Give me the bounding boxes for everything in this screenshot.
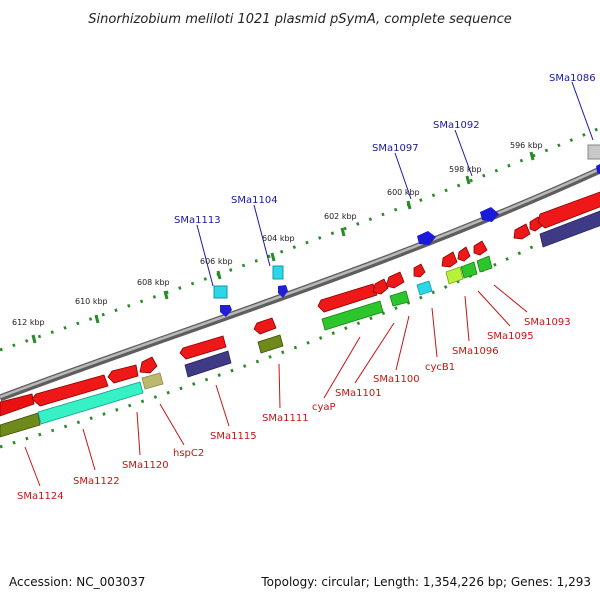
scale-labels: 612 kbp 610 kbp 608 kbp 606 kbp 604 kbp … — [12, 141, 543, 327]
label-SMa1104[interactable]: SMa1104 — [231, 195, 278, 206]
scale-label-606: 606 kbp — [200, 257, 233, 266]
gene-SMa1096[interactable] — [441, 251, 458, 268]
label-SMa1093[interactable]: SMa1093 — [524, 317, 571, 328]
scale-track-outer — [0, 126, 600, 352]
gene-SMa1124[interactable] — [0, 393, 35, 417]
label-SMa1124[interactable]: SMa1124 — [17, 491, 64, 502]
gene-SMa1101[interactable] — [372, 278, 389, 295]
label-SMa1086[interactable]: SMa1086 — [549, 73, 596, 84]
label-SMa1122[interactable]: SMa1122 — [73, 476, 120, 487]
bottom-gene-labels: SMa1124 SMa1122 SMa1120 hspC2 SMa1115 SM… — [17, 317, 571, 502]
label-SMa1095[interactable]: SMa1095 — [487, 331, 534, 342]
gene-SMa1086-arrow[interactable] — [596, 163, 600, 176]
label-SMa1120[interactable]: SMa1120 — [122, 460, 169, 471]
bottom-leader-lines — [24, 284, 528, 487]
scale-label-600: 600 kbp — [387, 188, 420, 197]
gene-SMa1113-arrow[interactable] — [220, 305, 232, 317]
label-cycB1[interactable]: cycB1 — [425, 362, 455, 373]
cog-SMa1122[interactable] — [37, 381, 144, 425]
gene-cyaP[interactable] — [317, 283, 378, 313]
label-hspC2[interactable]: hspC2 — [173, 448, 204, 459]
top-leader-lines — [196, 81, 594, 287]
cog-SMa1115[interactable] — [184, 350, 232, 378]
cog-SMa1095[interactable] — [460, 261, 478, 279]
gene-SMa1111[interactable] — [253, 317, 277, 335]
label-cyaP[interactable]: cyaP — [312, 402, 336, 413]
scale-label-598: 598 kbp — [449, 165, 482, 174]
gene-SMa1115[interactable] — [179, 335, 227, 360]
top-gene-labels: SMa1113 SMa1104 SMa1097 SMa1092 SMa1086 — [174, 73, 596, 226]
gene-SMa1120[interactable] — [107, 364, 139, 384]
label-SMa1115[interactable]: SMa1115 — [210, 431, 257, 442]
scale-label-610: 610 kbp — [75, 297, 108, 306]
gene-right-c[interactable] — [537, 191, 600, 229]
forward-strand-genes — [213, 144, 600, 317]
cog-cycB1[interactable] — [416, 280, 433, 296]
cog-boxes — [0, 210, 600, 438]
genome-backbone — [0, 166, 600, 402]
cog-cyaP[interactable] — [321, 300, 384, 331]
gene-cycB1[interactable] — [413, 263, 426, 278]
label-SMa1092[interactable]: SMa1092 — [433, 120, 480, 131]
cog-SMa1093[interactable] — [476, 255, 493, 273]
scale-major-ticks — [31, 151, 535, 344]
genome-info-text: Topology: circular; Length: 1,354,226 bp… — [260, 575, 591, 589]
cog-SMa1100[interactable] — [389, 290, 410, 307]
cog-SMa1124[interactable] — [0, 412, 41, 438]
scale-label-602: 602 kbp — [324, 212, 357, 221]
gene-SMa1104-arrow[interactable] — [278, 285, 288, 298]
cog-SMa1111[interactable] — [257, 334, 284, 354]
map-title: Sinorhizobium meliloti 1021 plasmid pSym… — [88, 12, 511, 27]
label-SMa1100[interactable]: SMa1100 — [373, 374, 420, 385]
cog-right[interactable] — [539, 210, 600, 248]
gene-SMa1100[interactable] — [385, 271, 405, 289]
label-SMa1111[interactable]: SMa1111 — [262, 413, 309, 424]
label-SMa1101[interactable]: SMa1101 — [335, 388, 382, 399]
gene-SMa1122[interactable] — [31, 374, 109, 407]
gene-SMa1093[interactable] — [473, 240, 488, 256]
gene-SMa1095[interactable] — [457, 246, 471, 262]
scale-track-inner — [0, 210, 600, 449]
label-SMa1096[interactable]: SMa1096 — [452, 346, 499, 357]
label-SMa1097[interactable]: SMa1097 — [372, 143, 419, 154]
gene-right-a[interactable] — [513, 223, 531, 240]
gene-SMa1097[interactable] — [417, 231, 436, 245]
reverse-strand-genes-red — [0, 191, 600, 417]
scale-label-604: 604 kbp — [262, 234, 295, 243]
gene-SMa1104[interactable] — [272, 265, 284, 280]
gene-SMa1092[interactable] — [480, 207, 499, 222]
gene-SMa1086[interactable] — [587, 144, 600, 160]
scale-label-596: 596 kbp — [510, 141, 543, 150]
cog-SMa1096[interactable] — [445, 266, 464, 285]
scale-label-608: 608 kbp — [137, 278, 170, 287]
gene-SMa1113[interactable] — [213, 285, 228, 299]
scale-label-612: 612 kbp — [12, 318, 45, 327]
label-SMa1113[interactable]: SMa1113 — [174, 215, 221, 226]
accession-text: Accession: NC_003037 — [9, 575, 145, 589]
gene-hspC2[interactable] — [139, 356, 158, 374]
cog-SMa1120[interactable] — [141, 372, 164, 390]
